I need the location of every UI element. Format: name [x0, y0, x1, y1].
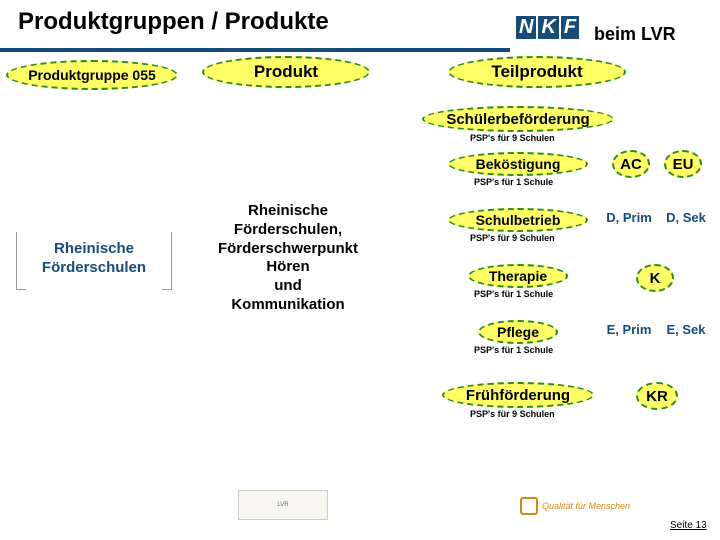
label-d-sek: D, Sek [660, 210, 712, 225]
pill-label: AC [620, 156, 642, 173]
pill-label: Teilprodukt [491, 62, 582, 82]
pill-fruehfoerderung: Frühförderung [442, 382, 594, 408]
pill-label: K [650, 270, 661, 287]
pill-schuelerbefoerderung: Schülerbeförderung [422, 106, 614, 132]
pill-produkt: Produkt [202, 56, 370, 88]
footer-logo-right: Qualität für Menschen [520, 494, 650, 518]
pill-label: Schulbetrieb [476, 212, 561, 228]
pill-teilprodukt: Teilprodukt [448, 56, 626, 88]
nkf-logo: N K F [516, 16, 579, 39]
pill-k: K [636, 264, 674, 292]
psp-label: PSP's für 1 Schule [474, 289, 553, 299]
psp-label: PSP's für 9 Schulen [470, 409, 555, 419]
pill-pflege: Pflege [478, 320, 558, 344]
pill-schulbetrieb: Schulbetrieb [448, 208, 588, 232]
label-e-prim: E, Prim [600, 322, 658, 337]
pill-ac: AC [612, 150, 650, 178]
pill-label: Schülerbeförderung [446, 111, 589, 128]
psp-label: PSP's für 9 Schulen [470, 133, 555, 143]
header-divider [0, 48, 510, 52]
subtitle-text: beim LVR [594, 24, 676, 45]
left-box-container: Rheinische Förderschulen [16, 232, 172, 290]
footer-logo-left: LVR [238, 490, 328, 520]
pill-label: Frühförderung [466, 387, 570, 404]
label-e-sek: E, Sek [660, 322, 712, 337]
left-box-text: Rheinische Förderschulen [16, 240, 172, 278]
pill-bekoestigung: Beköstigung [448, 152, 588, 176]
pill-label: Produktgruppe 055 [28, 67, 156, 83]
label-d-prim: D, Prim [600, 210, 658, 225]
pill-label: Beköstigung [476, 156, 561, 172]
pill-label: EU [673, 156, 694, 173]
pill-label: KR [646, 388, 668, 405]
pill-label: Pflege [497, 324, 539, 340]
pill-produktgruppe: Produktgruppe 055 [6, 60, 178, 90]
psp-label: PSP's für 1 Schule [474, 345, 553, 355]
center-box-text: Rheinische Förderschulen, Förderschwerpu… [192, 202, 384, 315]
pill-label: Produkt [254, 62, 318, 82]
pill-kr: KR [636, 382, 678, 410]
psp-label: PSP's für 1 Schule [474, 177, 553, 187]
pill-label: Therapie [489, 268, 547, 284]
page-number: Seite 13 [670, 520, 707, 531]
page-title: Produktgruppen / Produkte [18, 8, 329, 36]
psp-label: PSP's für 9 Schulen [470, 233, 555, 243]
pill-therapie: Therapie [468, 264, 568, 288]
pill-eu: EU [664, 150, 702, 178]
